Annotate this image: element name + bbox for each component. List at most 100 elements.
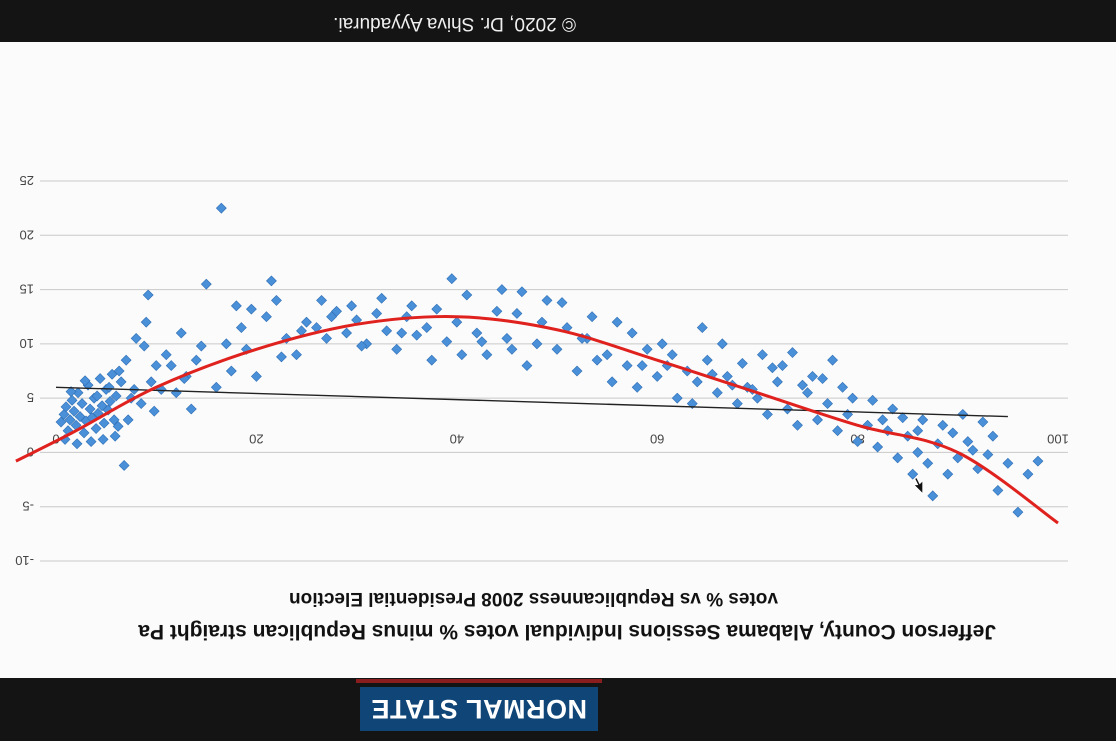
data-point-204	[185, 403, 197, 415]
data-point-133	[767, 362, 778, 374]
data-point-174	[867, 394, 879, 406]
data-point-82	[591, 354, 603, 366]
y-tick-label-3: 5	[27, 390, 34, 405]
data-point-99	[761, 409, 773, 420]
data-point-46	[230, 300, 242, 312]
data-point-135	[716, 338, 728, 350]
data-point-158	[91, 390, 103, 402]
data-point-103	[802, 387, 813, 399]
data-point-44	[210, 381, 222, 393]
data-point-4	[64, 414, 76, 426]
y-tick-label-1: -5	[22, 499, 34, 514]
x-tick-label-1: 20	[249, 431, 263, 446]
data-point-150	[142, 289, 154, 301]
data-point-36	[145, 376, 157, 388]
y-tick-label-6: 20	[20, 227, 34, 242]
data-point-52	[291, 349, 302, 361]
data-point-121	[982, 449, 994, 461]
data-point-38	[160, 349, 172, 361]
data-point-53	[301, 316, 312, 328]
y-tick-label-4: 10	[20, 336, 34, 351]
data-point-122	[992, 485, 1004, 496]
data-point-151	[138, 340, 150, 352]
data-point-110	[872, 441, 884, 453]
data-point-161	[71, 438, 83, 450]
data-point-175	[847, 392, 859, 404]
data-point-197	[356, 340, 368, 352]
data-point-10	[76, 398, 88, 409]
data-point-62	[391, 343, 403, 355]
data-point-102	[792, 419, 803, 431]
data-point-28	[112, 420, 124, 432]
data-point-114	[912, 447, 924, 458]
data-point-86	[631, 381, 643, 393]
x-tick-label-2: 40	[450, 431, 464, 446]
data-point-33	[130, 333, 142, 344]
data-point-166	[967, 444, 979, 456]
data-point-56	[331, 305, 342, 317]
data-point-179	[777, 360, 788, 371]
data-point-35	[140, 316, 152, 328]
data-point-92	[691, 376, 703, 388]
data-point-170	[907, 468, 919, 480]
data-point-115	[922, 457, 934, 469]
data-point-154	[113, 365, 125, 377]
data-point-64	[411, 329, 423, 341]
data-point-104	[812, 414, 823, 426]
data-point-139	[586, 311, 598, 323]
polynomial-trendline	[15, 315, 1059, 525]
y-tick-label-7: 25	[20, 173, 34, 188]
data-point-201	[245, 303, 257, 315]
data-point-42	[190, 354, 202, 366]
mouse-cursor-icon	[912, 477, 924, 495]
data-point-159	[85, 436, 97, 447]
data-point-192	[476, 336, 488, 348]
data-point-144	[346, 300, 358, 312]
chart-subtitle: votes % vs Republicanness 2008 President…	[289, 588, 778, 609]
data-point-108	[852, 436, 864, 447]
data-point-95	[721, 371, 733, 382]
data-point-130	[807, 371, 818, 382]
data-point-128	[937, 419, 949, 431]
data-point-34	[135, 398, 147, 409]
data-point-191	[506, 343, 518, 355]
data-point-186	[636, 360, 648, 371]
data-point-93	[701, 354, 713, 366]
data-point-75	[521, 360, 533, 371]
data-point-85	[621, 360, 633, 371]
data-point-80	[571, 365, 583, 377]
data-point-207	[148, 405, 160, 417]
data-point-84	[611, 316, 623, 328]
data-point-193	[456, 349, 468, 361]
data-point-105	[822, 398, 833, 409]
data-point-29	[115, 376, 127, 388]
data-point-17	[90, 423, 102, 434]
data-point-50	[271, 295, 282, 306]
data-point-126	[1032, 455, 1044, 467]
data-point-101	[782, 403, 793, 415]
data-point-169	[897, 412, 909, 424]
data-point-160	[79, 375, 91, 387]
data-point-87	[641, 343, 653, 355]
data-point-96	[731, 398, 743, 409]
data-point-176	[837, 381, 848, 393]
x-tick-label-3: 60	[650, 431, 664, 446]
top-video-bar: NORMAL STATE	[0, 678, 1116, 741]
data-point-74	[511, 308, 523, 319]
data-point-21	[98, 417, 110, 429]
data-point-165	[957, 409, 969, 420]
data-point-142	[446, 273, 458, 285]
data-point-19	[94, 373, 106, 385]
data-point-61	[381, 325, 393, 337]
data-point-167	[977, 416, 989, 428]
x-tick-label-5: 100	[1047, 431, 1069, 446]
data-point-78	[551, 343, 563, 355]
data-point-27	[110, 390, 122, 402]
data-point-132	[787, 347, 798, 358]
y-tick-label-2: 0	[27, 444, 34, 459]
y-tick-label-0: -10	[15, 553, 34, 568]
data-point-134	[736, 357, 748, 369]
data-point-184	[686, 398, 698, 409]
